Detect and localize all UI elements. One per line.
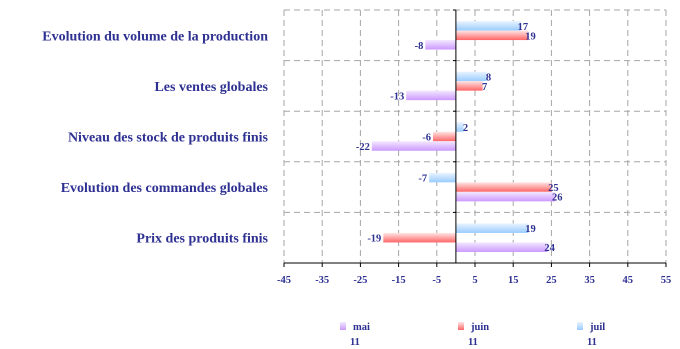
bar xyxy=(455,191,556,202)
data-label: -22 xyxy=(356,142,370,153)
bar xyxy=(406,90,456,101)
bar xyxy=(455,81,483,91)
legend-swatch xyxy=(458,322,464,330)
data-label: 8 xyxy=(486,72,491,83)
tick-labels: -45 -35 -25 -15 -5 5 15 25 35 45 55 xyxy=(277,275,671,286)
data-label: -6 xyxy=(422,133,431,144)
x-tick-label: 25 xyxy=(546,275,557,286)
x-tick-label: -25 xyxy=(353,275,367,286)
x-tick-label: -15 xyxy=(392,275,406,286)
x-tick-label: -5 xyxy=(432,275,441,286)
bar xyxy=(455,242,548,252)
legend-label-year: 11 xyxy=(468,337,478,348)
bar xyxy=(371,141,456,151)
category-label: Les ventes globales xyxy=(154,80,268,95)
category-label: Prix des produits finis xyxy=(136,232,268,247)
x-tick-label: -45 xyxy=(277,275,291,286)
data-label: 25 xyxy=(548,183,559,194)
data-label: 26 xyxy=(552,193,563,204)
legend-label-year: 11 xyxy=(350,337,360,348)
data-label: -7 xyxy=(418,174,427,185)
x-tick-label: 55 xyxy=(661,275,672,286)
bar xyxy=(455,223,529,233)
bar xyxy=(432,131,456,142)
bar xyxy=(429,172,456,183)
bar xyxy=(455,30,529,41)
bar xyxy=(455,122,464,132)
data-label: -19 xyxy=(367,234,381,245)
bar xyxy=(455,182,552,192)
legend-label-year: 11 xyxy=(587,337,597,348)
data-label: 17 xyxy=(518,22,529,33)
category-label: Niveau des stock de produits finis xyxy=(68,131,269,146)
data-label: 19 xyxy=(525,224,536,235)
bars xyxy=(371,21,556,252)
gridlines xyxy=(283,9,667,263)
axes xyxy=(283,9,667,267)
data-label: -13 xyxy=(390,91,404,102)
category-label: Evolution des commandes globales xyxy=(61,181,269,196)
data-label: -8 xyxy=(415,41,424,52)
x-tick-label: 45 xyxy=(623,275,634,286)
bar xyxy=(455,71,487,82)
data-label: 19 xyxy=(525,31,536,42)
x-tick-label: 5 xyxy=(472,275,477,286)
data-label: 7 xyxy=(482,82,487,93)
bar xyxy=(425,40,456,50)
x-tick-label: 15 xyxy=(508,275,519,286)
category-label: Evolution du volume de la production xyxy=(42,29,268,44)
legend: mai 11 juin 11 juil 11 xyxy=(340,322,605,348)
legend-label: juin xyxy=(470,322,489,333)
x-tick-label: -35 xyxy=(315,275,329,286)
bar xyxy=(455,21,521,31)
bar xyxy=(383,232,456,243)
legend-label: mai xyxy=(353,322,370,333)
data-label: 24 xyxy=(544,243,555,254)
legend-swatch xyxy=(577,322,583,330)
category-labels: Evolution du volume de la production Les … xyxy=(42,29,268,246)
x-tick-label: 35 xyxy=(584,275,595,286)
legend-label: juil xyxy=(589,322,605,333)
legend-swatch xyxy=(340,322,346,330)
data-label: 2 xyxy=(463,123,468,134)
